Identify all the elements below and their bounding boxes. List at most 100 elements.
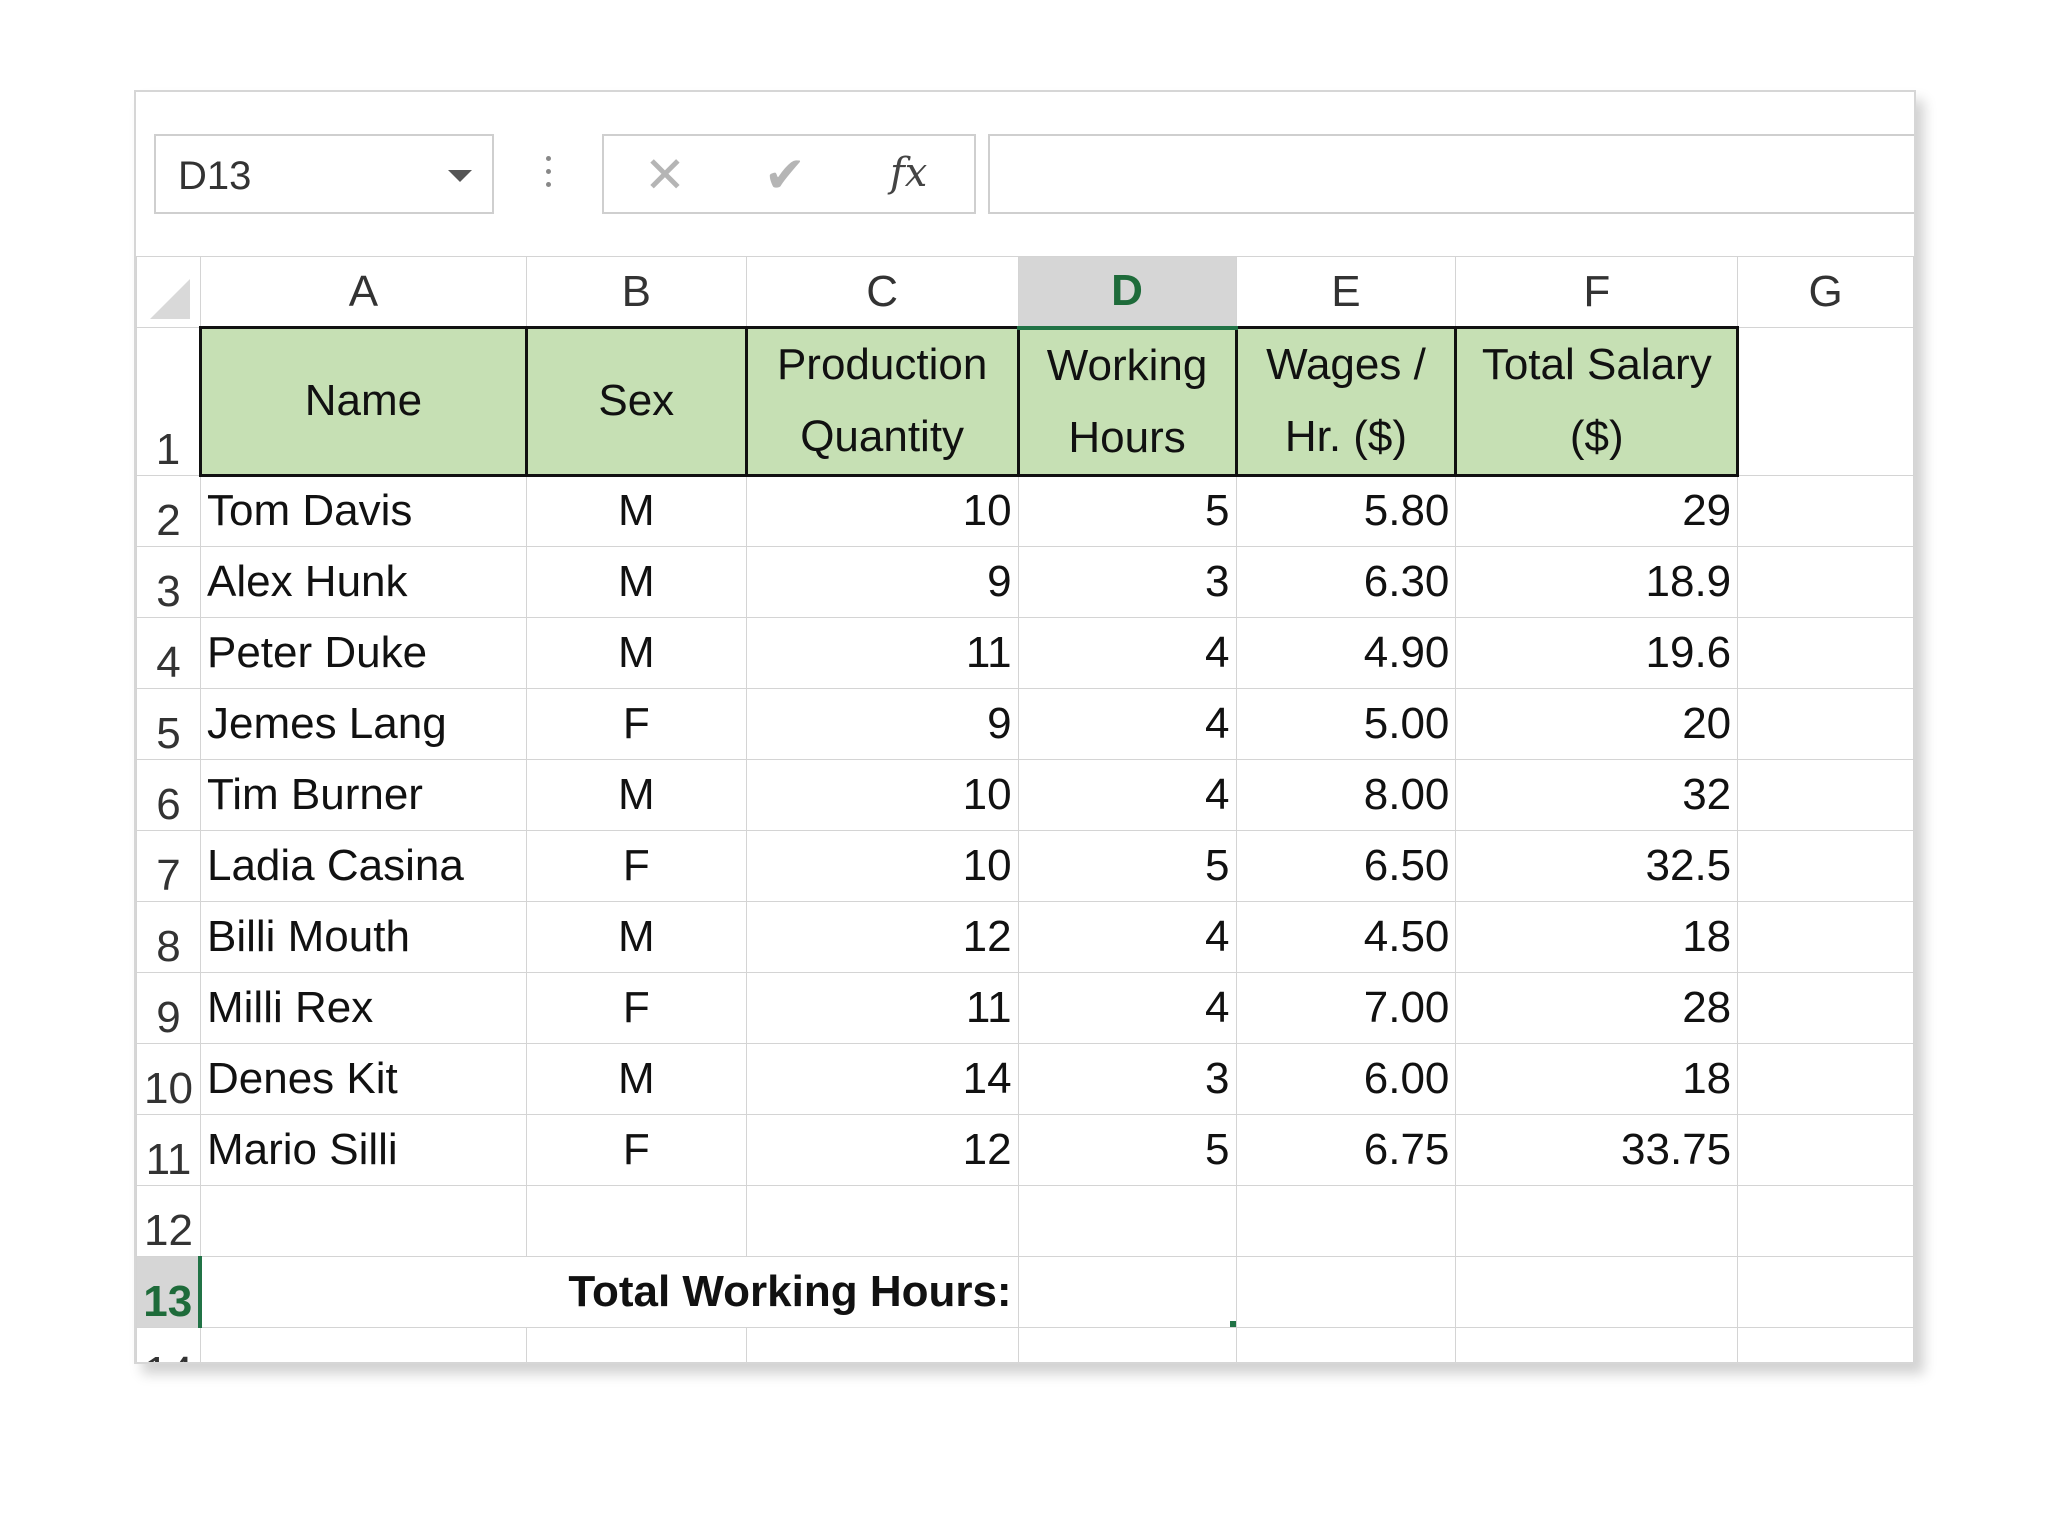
cell-hours[interactable]: 5 [1017,829,1237,902]
cell-empty[interactable] [1737,1326,1914,1362]
cell-name[interactable]: Billi Mouth [199,900,527,973]
more-options-icon[interactable] [546,156,552,195]
active-cell-d13[interactable] [1017,1255,1237,1328]
cell-quantity[interactable]: 10 [745,474,1019,547]
row-header-2[interactable]: 2 [136,474,201,547]
row-header-11[interactable]: 11 [136,1113,201,1186]
cell-sex[interactable]: M [525,474,747,547]
row-header-1[interactable]: 1 [136,327,201,476]
cell-hours[interactable]: 4 [1017,687,1237,760]
cell-hours[interactable]: 4 [1017,971,1237,1044]
cell-hours[interactable]: 3 [1017,545,1237,618]
cell-sex[interactable]: F [525,829,747,902]
column-header-f[interactable]: F [1455,256,1739,328]
cancel-icon[interactable]: ✕ [644,147,686,203]
cell-empty[interactable] [199,1184,527,1257]
cell-salary[interactable]: 32 [1455,758,1739,831]
column-header-g[interactable]: G [1737,256,1914,328]
cell-quantity[interactable]: 12 [745,900,1019,973]
cell-empty[interactable] [525,1326,747,1362]
row-header-10[interactable]: 10 [136,1042,201,1115]
cell-wage[interactable]: 6.00 [1235,1042,1457,1115]
cell-quantity[interactable]: 11 [745,616,1019,689]
cell-empty[interactable] [1737,1184,1914,1257]
cell-hours[interactable]: 3 [1017,1042,1237,1115]
cell-quantity[interactable]: 10 [745,829,1019,902]
cell-empty[interactable] [1017,1184,1237,1257]
cell-sex[interactable]: F [525,687,747,760]
cell-hours[interactable]: 5 [1017,474,1237,547]
dropdown-arrow-icon[interactable] [448,170,472,182]
cell-salary[interactable]: 18 [1455,900,1739,973]
row-header-4[interactable]: 4 [136,616,201,689]
cell-empty[interactable] [1235,1255,1457,1328]
cell-name[interactable]: Ladia Casina [199,829,527,902]
cell-hours[interactable]: 4 [1017,758,1237,831]
cell-empty[interactable] [745,1184,1019,1257]
select-all-corner[interactable] [136,256,201,328]
cell-salary[interactable]: 32.5 [1455,829,1739,902]
cell-sex[interactable]: M [525,900,747,973]
row-header-9[interactable]: 9 [136,971,201,1044]
cell-hours[interactable]: 5 [1017,1113,1237,1186]
cell-empty[interactable] [1737,758,1914,831]
cell-empty[interactable] [1455,1184,1739,1257]
cell-salary[interactable]: 28 [1455,971,1739,1044]
cell-hours[interactable]: 4 [1017,900,1237,973]
cell-empty[interactable] [1455,1255,1739,1328]
cell-empty[interactable] [1017,1326,1237,1362]
cell-salary[interactable]: 18 [1455,1042,1739,1115]
formula-input[interactable] [988,134,1914,214]
cell-hours[interactable]: 4 [1017,616,1237,689]
cell-wage[interactable]: 5.00 [1235,687,1457,760]
cell-empty[interactable] [525,1184,747,1257]
cell-sex[interactable]: F [525,971,747,1044]
cell-empty[interactable] [1737,1255,1914,1328]
cell-sex[interactable]: M [525,1042,747,1115]
column-header-e[interactable]: E [1235,256,1457,328]
cell-salary[interactable]: 33.75 [1455,1113,1739,1186]
cell-quantity[interactable]: 12 [745,1113,1019,1186]
cell-name[interactable]: Mario Silli [199,1113,527,1186]
header-production-quantity[interactable]: Production Quantity [744,326,1020,477]
cell-name[interactable]: Jemes Lang [199,687,527,760]
column-header-a[interactable]: A [199,256,527,328]
cell-quantity[interactable]: 9 [745,687,1019,760]
cell-empty[interactable] [745,1326,1019,1362]
header-wages[interactable]: Wages / Hr. ($) [1234,326,1458,477]
row-header-12[interactable]: 12 [136,1184,201,1257]
cell-name[interactable]: Peter Duke [199,616,527,689]
cell-g1[interactable] [1737,327,1914,476]
cell-empty[interactable] [1737,1113,1914,1186]
header-total-salary[interactable]: Total Salary ($) [1454,326,1740,477]
cell-quantity[interactable]: 9 [745,545,1019,618]
cell-wage[interactable]: 8.00 [1235,758,1457,831]
cell-wage[interactable]: 5.80 [1235,474,1457,547]
cell-salary[interactable]: 18.9 [1455,545,1739,618]
cell-wage[interactable]: 7.00 [1235,971,1457,1044]
cell-empty[interactable] [1737,687,1914,760]
column-header-b[interactable]: B [525,256,747,328]
cell-quantity[interactable]: 11 [745,971,1019,1044]
cell-wage[interactable]: 4.90 [1235,616,1457,689]
cell-name[interactable]: Tim Burner [199,758,527,831]
cell-quantity[interactable]: 10 [745,758,1019,831]
cell-name[interactable]: Alex Hunk [199,545,527,618]
cell-empty[interactable] [1737,545,1914,618]
insert-function-icon[interactable]: fx [890,150,928,196]
cell-sex[interactable]: M [525,758,747,831]
row-header-13[interactable]: 13 [136,1255,203,1328]
fill-handle[interactable] [1227,1318,1236,1326]
row-header-14[interactable]: 14 [136,1326,201,1362]
cell-name[interactable]: Milli Rex [199,971,527,1044]
enter-icon[interactable]: ✔ [764,147,806,203]
cell-empty[interactable] [1455,1326,1739,1362]
row-header-6[interactable]: 6 [136,758,201,831]
cell-salary[interactable]: 29 [1455,474,1739,547]
name-box[interactable]: D13 [154,134,494,214]
row-header-3[interactable]: 3 [136,545,201,618]
cell-salary[interactable]: 19.6 [1455,616,1739,689]
cell-wage[interactable]: 6.75 [1235,1113,1457,1186]
cell-wage[interactable]: 6.30 [1235,545,1457,618]
cell-empty[interactable] [1737,829,1914,902]
